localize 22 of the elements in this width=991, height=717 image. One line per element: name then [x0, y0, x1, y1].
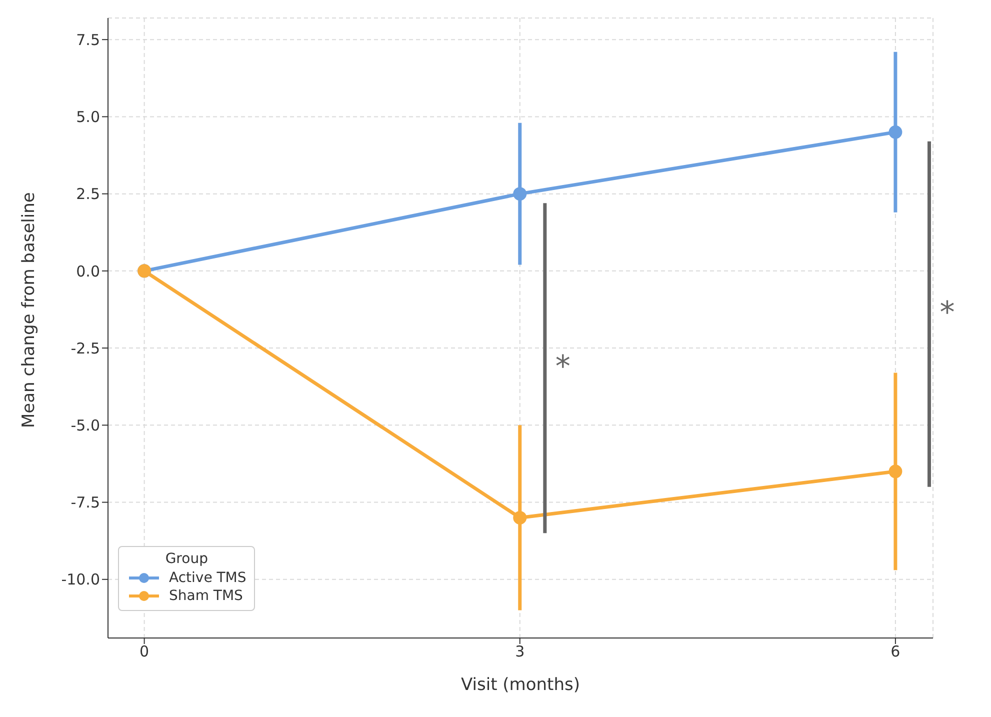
legend-label: Sham TMS	[169, 588, 243, 604]
y-tick-label: -7.5	[70, 494, 100, 512]
annotation: *	[555, 349, 570, 384]
y-tick-label: 5.0	[76, 108, 100, 126]
x-axis-title: Visit (months)	[461, 675, 580, 695]
point	[513, 187, 527, 201]
legend-title: Group	[164, 551, 209, 567]
y-axis-title: Mean change from baseline	[19, 192, 40, 428]
text: *	[940, 295, 955, 330]
y-tick-label: 7.5	[76, 30, 100, 49]
point	[513, 510, 527, 524]
y-tick-label: -2.5	[70, 339, 100, 358]
y-tick-label: -5.0	[70, 416, 100, 434]
y-tick-label: 2.5	[76, 185, 100, 204]
point	[888, 464, 902, 478]
x-tick-label: 6	[890, 642, 900, 661]
x-tick-label: 0	[140, 642, 150, 661]
y-tick-label: -10.0	[61, 570, 100, 589]
x-tick-label: 3	[515, 642, 525, 661]
point	[888, 125, 902, 139]
legend-label: Active TMS	[169, 570, 246, 586]
y-tick-label: 0.0	[76, 262, 100, 280]
